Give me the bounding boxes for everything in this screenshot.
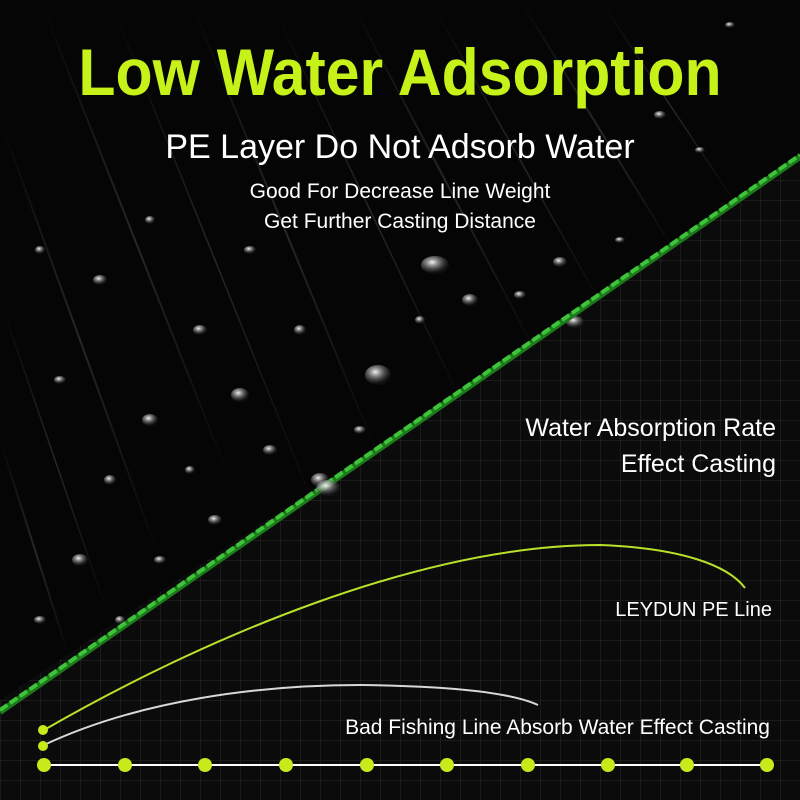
- distance-scale: [37, 758, 774, 772]
- leydun-line-label: LEYDUN PE Line: [615, 599, 772, 621]
- comparison-heading-line-2: Effect Casting: [620, 450, 776, 478]
- rain-streaks: [0, 0, 741, 661]
- droplet-on-line: [316, 480, 340, 496]
- bad-line-origin-dot: [38, 741, 48, 751]
- benefit-line-2: Get Further Casting Distance: [264, 210, 536, 233]
- bad-line-casting-curve: [43, 683, 539, 746]
- bad-line-label: Bad Fishing Line Absorb Water Effect Cas…: [345, 716, 770, 739]
- fishing-line: [0, 153, 800, 712]
- leydun-casting-curve: [43, 543, 746, 731]
- leydun-origin-dot: [38, 725, 48, 735]
- benefit-line-1: Good For Decrease Line Weight: [249, 180, 551, 203]
- subtitle: PE Layer Do Not Adsorb Water: [165, 128, 635, 166]
- main-title: Low Water Adsorption: [78, 35, 722, 109]
- grid-pattern: [0, 160, 800, 800]
- comparison-heading-line-1: Water Absorption Rate: [525, 414, 776, 442]
